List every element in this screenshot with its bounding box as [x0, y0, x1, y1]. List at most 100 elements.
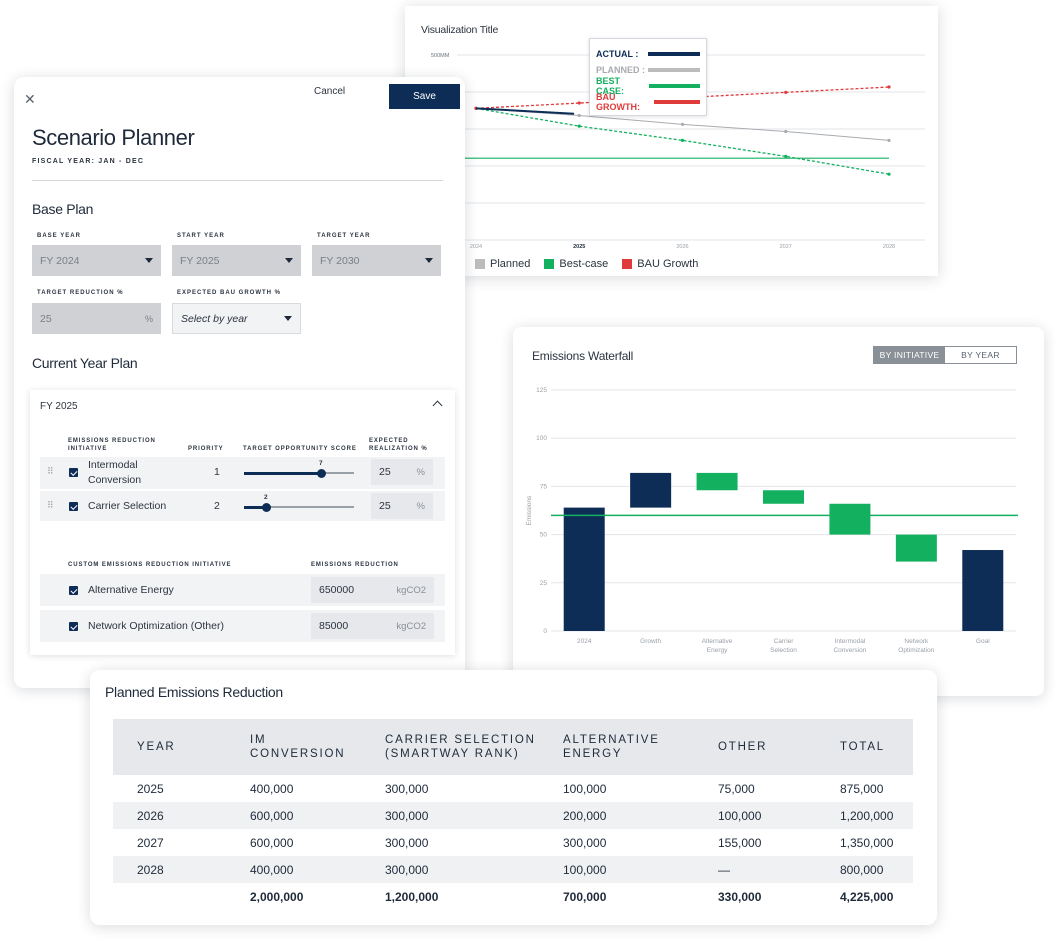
table-cell: 200,000: [539, 802, 694, 829]
realization-input[interactable]: 25%: [371, 459, 433, 485]
tooltip-label: ACTUAL :: [596, 49, 639, 59]
percent-unit: %: [144, 313, 153, 324]
caret-down-icon: [145, 258, 153, 263]
waterfall-bar: [763, 490, 804, 504]
table-cell: 2028: [113, 856, 226, 883]
fiscal-year-subtitle: FISCAL YEAR: JAN - DEC: [32, 158, 145, 165]
legend-item: Best-case: [544, 258, 608, 270]
x-tick-label: Carrier: [774, 638, 795, 645]
custom-initiative-checkbox[interactable]: [69, 622, 78, 631]
col-priority: PRIORITY: [188, 446, 224, 452]
emissions-reduction-value: 650000: [319, 584, 355, 596]
y-axis-label: Emissions: [526, 495, 533, 525]
custom-initiative-name: Alternative Energy: [88, 584, 174, 596]
base-year-select[interactable]: FY 2024: [32, 245, 161, 276]
target-reduction-value: 25: [40, 312, 52, 325]
legend-label: Planned: [490, 258, 531, 270]
legend-label: Best-case: [559, 258, 609, 270]
percent-unit: %: [416, 466, 425, 478]
percent-unit: %: [416, 500, 425, 512]
tooltip-row: BEST CASE:: [596, 76, 700, 96]
total-cell: 4,225,000: [840, 889, 894, 904]
waterfall-bar: [696, 472, 738, 491]
drag-handle-icon[interactable]: ⠿: [47, 466, 54, 476]
x-tick-label: Goal: [976, 638, 990, 645]
tooltip-label: BEST CASE:: [596, 76, 625, 96]
y-tick-label: 75: [540, 483, 548, 490]
tooltip-swatch: [648, 52, 700, 56]
x-tick-label: Energy: [707, 647, 728, 654]
actual-line: [475, 107, 575, 115]
start-year-value: FY 2025: [180, 254, 220, 267]
column-header: CARRIER SELECTION (SMARTWAY RANK): [361, 719, 539, 775]
x-tick-label: Intermodal: [835, 638, 866, 645]
y-tick-label: 50: [540, 532, 548, 539]
tooltip-label: PLANNED :: [596, 65, 645, 75]
start-year-select[interactable]: FY 2025: [172, 245, 301, 276]
tooltip-row: BAU GROWTH:: [596, 92, 700, 112]
table-cell: 800,000: [816, 856, 913, 883]
table-cell: 2025: [137, 781, 164, 796]
toggle-by-initiative[interactable]: BY INITIATIVE: [874, 347, 945, 363]
save-button[interactable]: Save: [389, 84, 460, 109]
accordion-title[interactable]: FY 2025: [40, 401, 78, 412]
data-point: [887, 85, 891, 89]
custom-initiative-name: Network Optimization (Other): [88, 620, 224, 632]
table-cell: —: [694, 856, 816, 883]
total-cell: 2,000,000: [250, 889, 304, 904]
score-slider-fill: [244, 505, 266, 509]
total-cell: 330,000: [718, 889, 762, 904]
legend-swatch: [475, 259, 485, 269]
tooltip-swatch: [648, 68, 700, 72]
target-reduction-input[interactable]: 25 %: [32, 303, 161, 334]
column-header-line: ENERGY: [563, 748, 623, 760]
column-header-line: IM: [250, 734, 267, 746]
line-chart-title: Visualization Title: [421, 24, 499, 36]
legend-item: Planned: [475, 258, 530, 270]
score-slider-thumb[interactable]: [261, 502, 271, 512]
initiative-priority: 1: [214, 466, 220, 478]
total-cell: [113, 883, 226, 910]
col-realization: EXPECTED REALIZATION %: [369, 438, 428, 452]
x-tick-label: 2025: [573, 244, 585, 250]
score-slider-track[interactable]: [244, 506, 354, 508]
score-slider-thumb[interactable]: [316, 468, 326, 478]
bau-growth-value: Select by year: [181, 312, 248, 325]
x-tick-label: Conversion: [833, 647, 866, 654]
column-header-line: CONVERSION: [250, 748, 346, 760]
score-slider-fill: [244, 471, 321, 475]
realization-input[interactable]: 25%: [371, 493, 433, 519]
close-icon[interactable]: ✕: [24, 91, 36, 107]
drag-handle-icon[interactable]: ⠿: [47, 500, 54, 510]
x-tick-label: 2024: [470, 244, 482, 250]
custom-col-reduction: EMISSIONS REDUCTION: [311, 562, 399, 568]
initiative-checkbox[interactable]: [69, 502, 78, 511]
toggle-by-year[interactable]: BY YEAR: [945, 347, 1016, 363]
data-point: [784, 90, 788, 94]
data-point: [887, 172, 891, 176]
initiative-checkbox[interactable]: [69, 468, 78, 477]
waterfall-bar: [829, 503, 871, 535]
bau-growth-select[interactable]: Select by year: [172, 303, 301, 334]
custom-initiative-checkbox[interactable]: [69, 586, 78, 595]
col-score: TARGET OPPORTUNITY SCORE: [243, 446, 357, 452]
bau-growth-label: EXPECTED BAU GROWTH %: [177, 290, 282, 296]
column-header-line: (SMARTWAY RANK): [385, 748, 520, 760]
waterfall-bar: [630, 472, 672, 508]
base-year-label: BASE YEAR: [37, 233, 81, 239]
column-header: OTHER: [694, 719, 816, 775]
table-cell: 1,200,000: [816, 802, 913, 829]
emissions-reduction-input[interactable]: 85000 kgCO2: [311, 613, 434, 639]
waterfall-title: Emissions Waterfall: [532, 349, 634, 363]
table-row: 2026 600,000 300,000 200,000 100,000 1,200,00…: [113, 802, 913, 829]
emissions-reduction-value: 85000: [319, 620, 349, 632]
target-year-select[interactable]: FY 2030: [312, 245, 441, 276]
target-reduction-label: TARGET REDUCTION %: [37, 290, 124, 296]
initiative-name: Carrier Selection: [88, 500, 167, 512]
cancel-button[interactable]: Cancel: [314, 86, 346, 97]
start-year-label: START YEAR: [177, 233, 225, 239]
emissions-reduction-input[interactable]: 650000 kgCO2: [311, 577, 434, 603]
emissions-table-card: Planned Emissions Reduction YEAR IM CONVER…: [90, 670, 937, 925]
chevron-up-icon[interactable]: [432, 400, 443, 411]
line-chart-legend: Planned Best-case BAU Growth: [475, 258, 698, 270]
